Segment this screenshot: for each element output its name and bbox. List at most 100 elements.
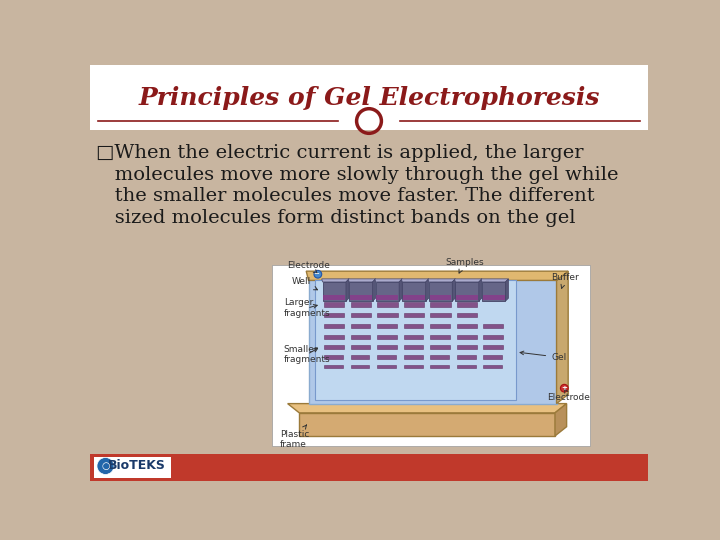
Bar (377, 355, 396, 359)
Bar (94, 457, 171, 477)
Bar (349, 282, 372, 301)
Text: Gel: Gel (520, 351, 567, 362)
Bar (431, 325, 450, 328)
Bar (309, 280, 557, 403)
Bar (402, 282, 426, 301)
Text: Plastic
frame: Plastic frame (280, 425, 310, 449)
Polygon shape (346, 279, 349, 301)
Bar (351, 313, 371, 318)
Text: Well: Well (292, 277, 318, 290)
Bar (431, 302, 451, 307)
Circle shape (314, 271, 322, 278)
Bar (324, 345, 343, 349)
Bar (324, 365, 343, 368)
Bar (377, 295, 398, 300)
Bar (350, 295, 372, 300)
Bar (351, 355, 369, 359)
Bar (90, 65, 648, 130)
Polygon shape (322, 279, 349, 282)
Bar (90, 130, 648, 454)
Polygon shape (481, 279, 508, 282)
Bar (483, 355, 503, 359)
Polygon shape (454, 279, 482, 282)
Bar (324, 335, 343, 339)
Bar (483, 325, 503, 328)
Bar (404, 325, 423, 328)
Polygon shape (426, 279, 429, 301)
Bar (457, 345, 477, 349)
Bar (431, 355, 449, 359)
Polygon shape (557, 271, 568, 403)
Bar (272, 265, 590, 446)
Bar (377, 313, 397, 318)
Polygon shape (555, 403, 567, 436)
Polygon shape (402, 279, 429, 282)
Bar (376, 282, 399, 301)
Text: Samples: Samples (445, 258, 484, 273)
Bar (90, 454, 648, 481)
Bar (404, 335, 423, 339)
Bar (457, 325, 477, 328)
Bar (482, 295, 505, 300)
Bar (323, 295, 345, 300)
Bar (351, 345, 370, 349)
Text: sized molecules form distinct bands on the gel: sized molecules form distinct bands on t… (96, 209, 576, 227)
Bar (300, 413, 555, 436)
Polygon shape (428, 279, 455, 282)
Bar (482, 282, 505, 301)
Circle shape (97, 457, 114, 475)
Bar (404, 365, 423, 368)
Bar (323, 282, 346, 301)
Bar (377, 302, 397, 307)
Bar (324, 302, 344, 307)
Polygon shape (399, 279, 402, 301)
Polygon shape (306, 271, 568, 280)
Polygon shape (287, 403, 567, 413)
Bar (457, 302, 477, 307)
Bar (431, 335, 450, 339)
Bar (483, 345, 503, 349)
Polygon shape (505, 279, 508, 301)
Bar (431, 365, 449, 368)
Bar (404, 345, 423, 349)
Bar (377, 325, 397, 328)
Bar (457, 355, 476, 359)
Text: +: + (562, 385, 567, 391)
Text: Smaller
fragments: Smaller fragments (284, 345, 330, 364)
Bar (404, 313, 424, 318)
Text: Larger
fragments: Larger fragments (284, 299, 330, 318)
Bar (456, 295, 478, 300)
Bar (431, 345, 450, 349)
Bar (431, 313, 451, 318)
Polygon shape (348, 279, 376, 282)
Text: molecules move more slowly through the gel while: molecules move more slowly through the g… (96, 166, 618, 184)
Bar (455, 282, 479, 301)
Text: □When the electric current is applied, the larger: □When the electric current is applied, t… (96, 144, 584, 162)
Text: Electrode: Electrode (287, 261, 330, 273)
Text: −: − (313, 271, 319, 277)
Bar (404, 355, 423, 359)
Polygon shape (375, 279, 402, 282)
Text: ○: ○ (102, 461, 109, 471)
Bar (377, 335, 397, 339)
Circle shape (560, 384, 568, 392)
Bar (377, 345, 397, 349)
Bar (429, 282, 452, 301)
Polygon shape (372, 279, 376, 301)
Bar (403, 295, 425, 300)
Bar (351, 302, 371, 307)
Polygon shape (479, 279, 482, 301)
Bar (324, 313, 344, 318)
Bar (324, 355, 343, 359)
Bar (457, 335, 477, 339)
Text: BioTEKS: BioTEKS (107, 460, 166, 472)
Bar (457, 313, 477, 318)
Text: Principles of Gel Electrophoresis: Principles of Gel Electrophoresis (138, 85, 600, 110)
Bar (457, 365, 476, 368)
Bar (315, 280, 516, 400)
Text: Electrode: Electrode (547, 389, 590, 402)
Bar (483, 365, 503, 368)
Bar (377, 365, 396, 368)
Bar (351, 335, 370, 339)
Bar (351, 365, 369, 368)
